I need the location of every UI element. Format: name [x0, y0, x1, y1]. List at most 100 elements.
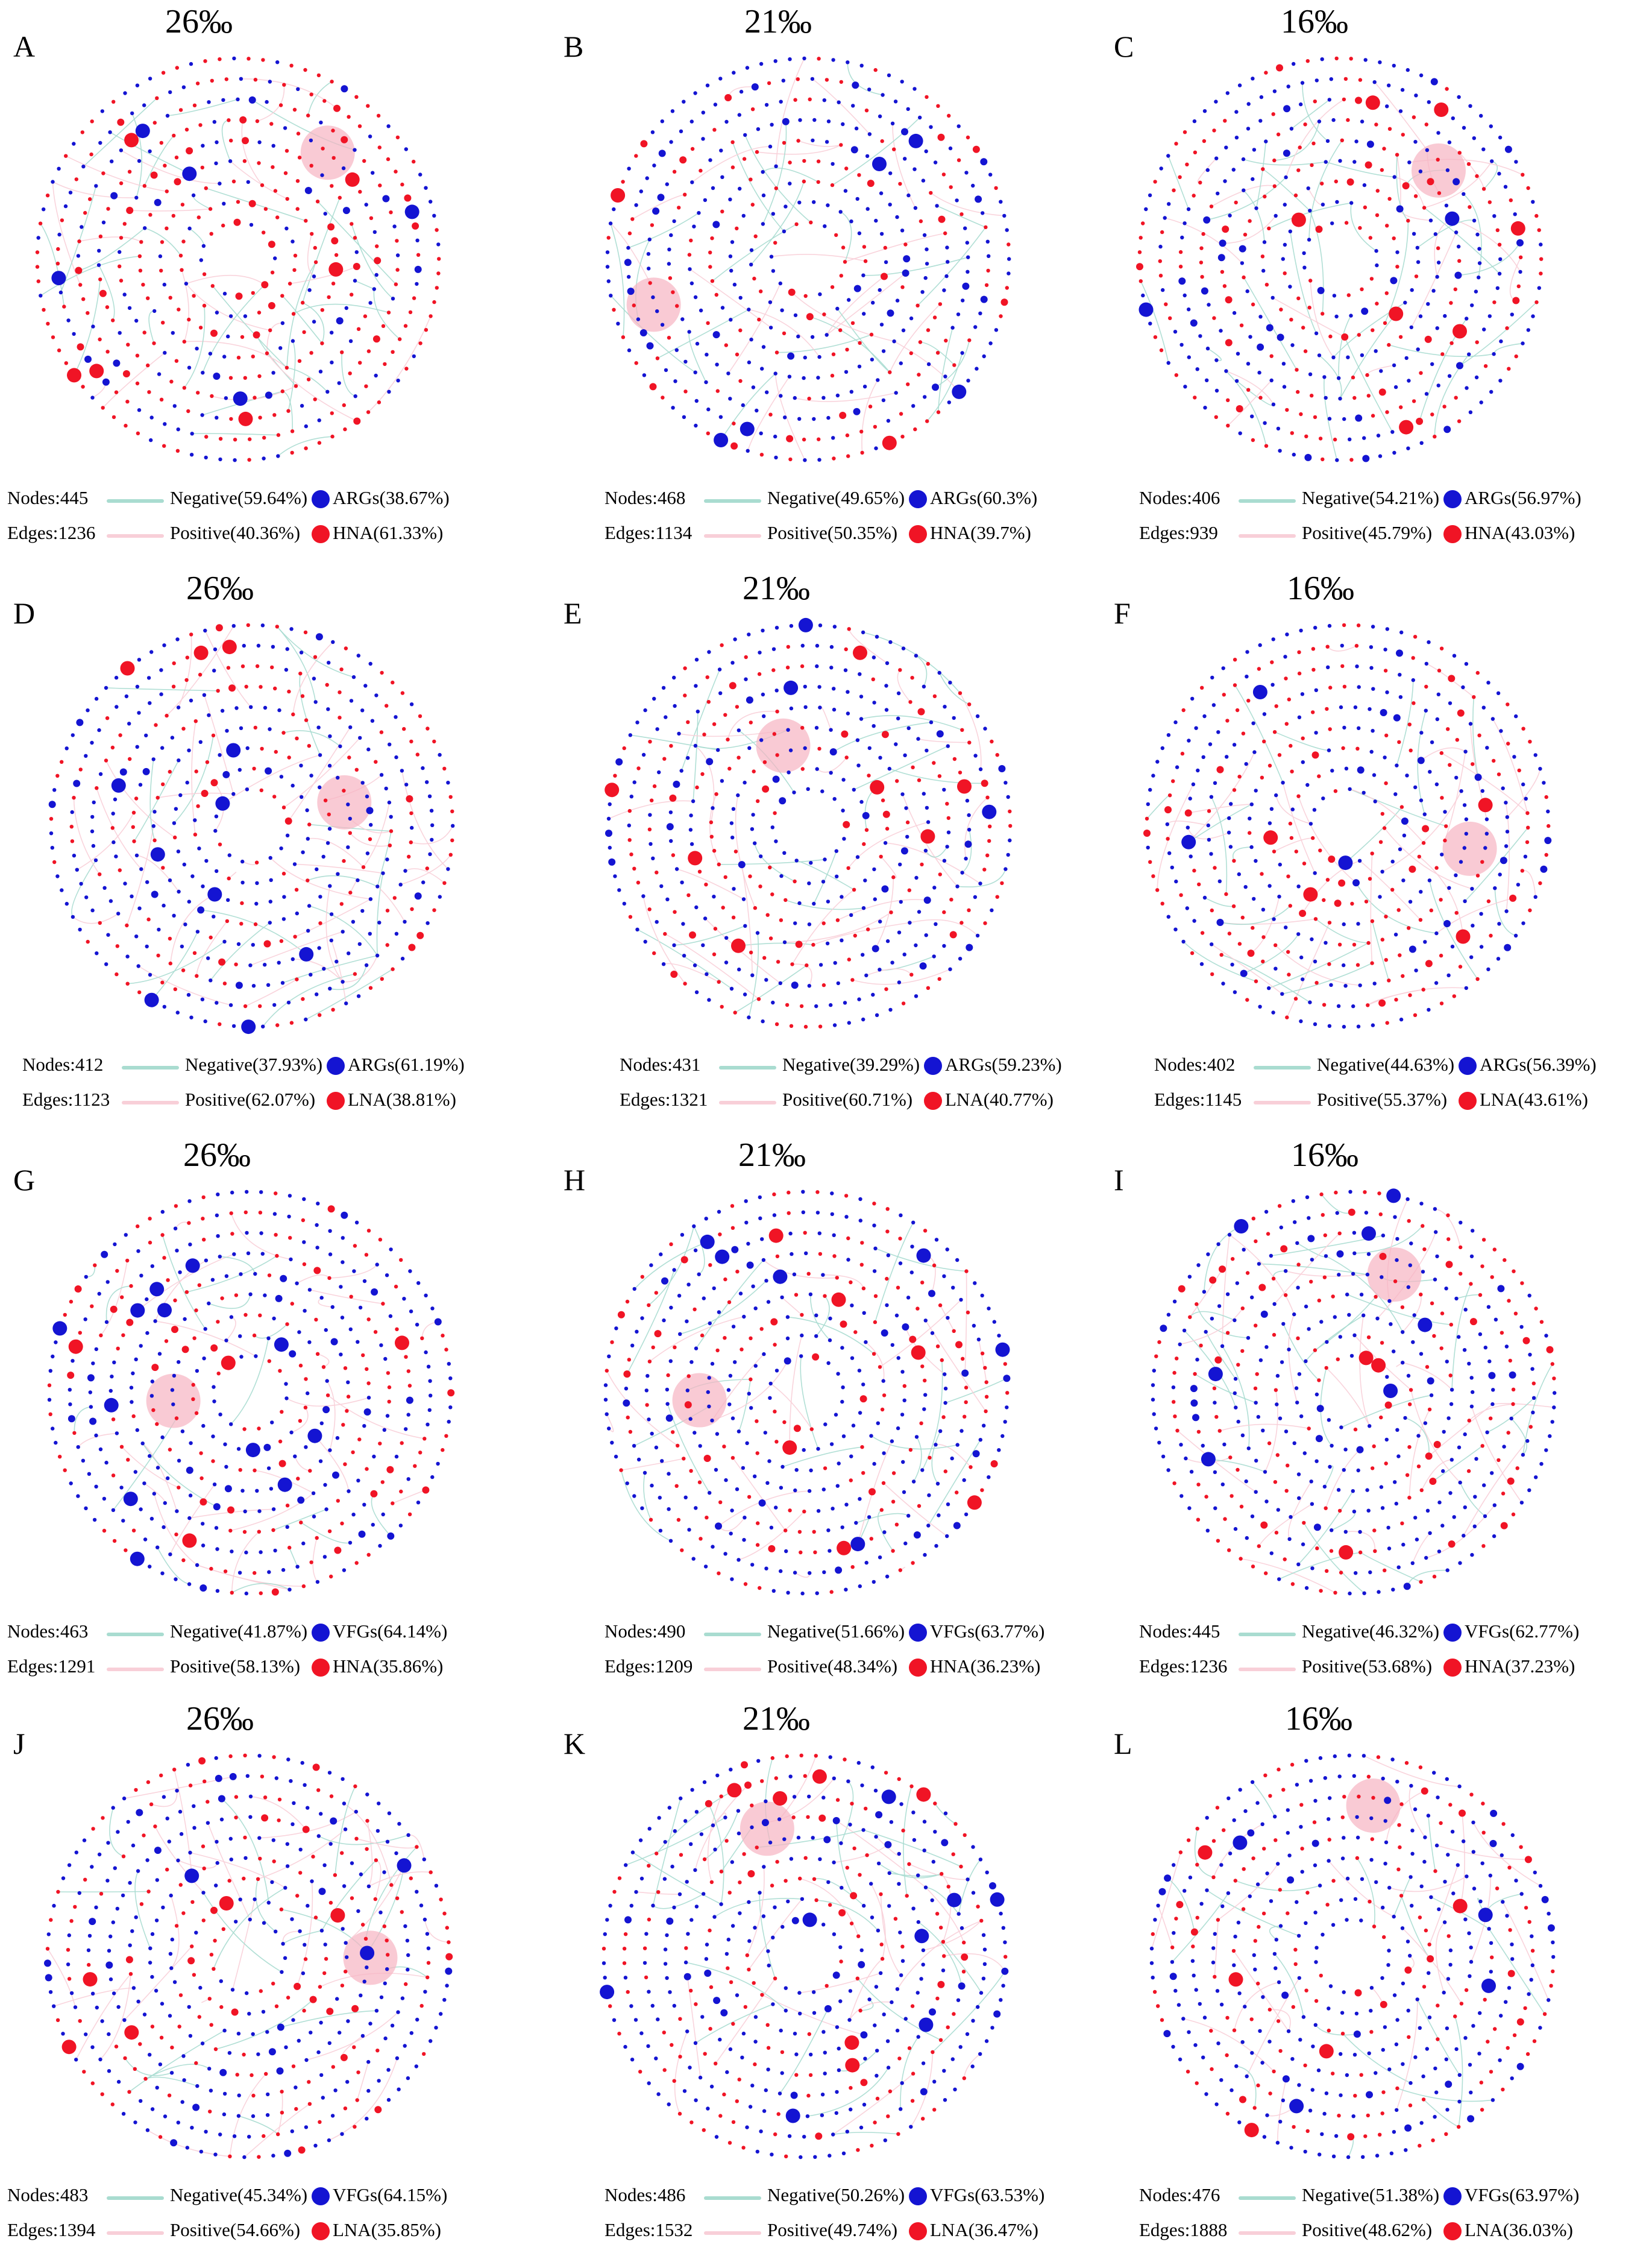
bacteria-node — [199, 1498, 207, 1506]
gene-node — [241, 1019, 256, 1035]
bacteria-node — [1457, 259, 1462, 263]
gene-node — [315, 1580, 320, 1584]
gene-node — [130, 1303, 145, 1318]
negative-edge — [277, 626, 354, 678]
edges — [608, 629, 1007, 1018]
bacteria-node — [898, 668, 902, 672]
bacteria-node — [1421, 988, 1425, 992]
gene-node — [1240, 969, 1248, 977]
bacteria-node — [955, 1341, 963, 1349]
bacteria-node — [1260, 775, 1264, 780]
bacteria-node — [238, 1468, 242, 1472]
positive-edge — [1410, 1390, 1461, 1483]
bacteria-node — [1534, 300, 1539, 304]
gene-node — [712, 1286, 716, 1291]
gene-node — [933, 160, 938, 165]
bacteria-node — [343, 427, 347, 432]
positive-edge — [1264, 1390, 1278, 1472]
bacteria-node — [124, 133, 139, 148]
gene-node — [964, 840, 972, 848]
edges — [610, 58, 1005, 461]
gene-node — [145, 1297, 149, 1302]
gene-node — [52, 1903, 56, 1908]
bacteria-node — [773, 811, 777, 815]
gene-node — [858, 1497, 862, 1501]
bacteria-node — [1380, 1341, 1384, 1345]
gene-node — [872, 1461, 876, 1466]
negative-edge — [307, 81, 333, 116]
gene-node — [1365, 1272, 1370, 1277]
gene-node — [1390, 859, 1395, 864]
gene-node — [852, 787, 856, 792]
gene-node — [1198, 334, 1202, 338]
gene-node — [872, 701, 876, 705]
bacteria-node — [193, 833, 198, 837]
negative-edge — [637, 929, 732, 989]
bacteria-node — [309, 1560, 313, 1564]
gene-node — [821, 1273, 825, 1277]
bacteria-node — [1456, 929, 1471, 944]
gene-node — [284, 2149, 292, 2157]
bacteria-node — [1303, 122, 1307, 127]
gene-node — [279, 775, 284, 779]
gene-node — [1493, 886, 1497, 890]
gene-node — [864, 1560, 868, 1565]
positive-edge — [356, 1838, 417, 1849]
gene-node — [682, 954, 686, 958]
gene-node — [774, 164, 778, 168]
bacteria-node — [1239, 1557, 1243, 1561]
bacteria-node — [756, 1521, 760, 1525]
bacteria-node — [253, 395, 257, 400]
bacteria-node — [192, 294, 196, 298]
gene-node — [821, 1487, 826, 1492]
gene-node — [273, 1548, 277, 1553]
gene-node — [1486, 967, 1490, 971]
bacteria-node — [844, 166, 849, 171]
gene-node — [1264, 1345, 1269, 1349]
gene-node — [1463, 1505, 1467, 1510]
gene-node — [1401, 818, 1409, 825]
bacteria-node — [1288, 904, 1292, 908]
gene-node — [982, 804, 997, 819]
gene-node — [365, 794, 369, 799]
gene-node — [69, 1481, 73, 1485]
bacteria-legend-label: LNA(40.77%) — [945, 1089, 1054, 1110]
positive-edge — [798, 140, 841, 147]
gene-node — [327, 661, 331, 665]
gene-node — [90, 908, 95, 913]
gene-node — [761, 1258, 766, 1262]
gene-node — [1404, 356, 1409, 361]
bacteria-node — [891, 1471, 896, 1475]
bacteria-node — [879, 854, 883, 859]
negative-edge — [1346, 1294, 1451, 1325]
bacteria-node — [267, 1359, 271, 1363]
bacteria-node — [395, 1327, 399, 1331]
gene-node — [1454, 775, 1459, 780]
gene-node — [287, 1194, 292, 1198]
gene-node — [424, 1293, 428, 1297]
bacteria-node — [328, 262, 344, 277]
positive-edge — [1452, 218, 1521, 273]
gene-node — [366, 1396, 371, 1400]
bacteria-node — [1302, 1520, 1306, 1525]
bacteria-node — [102, 1528, 107, 1533]
gene-node — [1372, 981, 1377, 986]
dense-module — [756, 718, 811, 773]
gene-node — [1263, 421, 1267, 425]
gene-node — [926, 1523, 931, 1528]
gene-node — [897, 980, 902, 985]
bacteria-node — [394, 169, 398, 174]
bacteria-node — [1475, 340, 1479, 344]
positive-edge — [138, 965, 231, 1006]
bacteria-node — [625, 1299, 630, 1304]
bacteria-node — [261, 281, 269, 289]
gene-node — [112, 1360, 116, 1364]
bacteria-node — [339, 902, 344, 906]
bacteria-node — [47, 1383, 52, 1387]
gene-node — [1192, 119, 1197, 124]
positive-edge — [154, 1826, 204, 1893]
bacteria-node — [1005, 1391, 1010, 1395]
positive-edge — [154, 1493, 198, 1566]
bacteria-node — [195, 81, 200, 86]
gene-node — [1428, 218, 1433, 222]
